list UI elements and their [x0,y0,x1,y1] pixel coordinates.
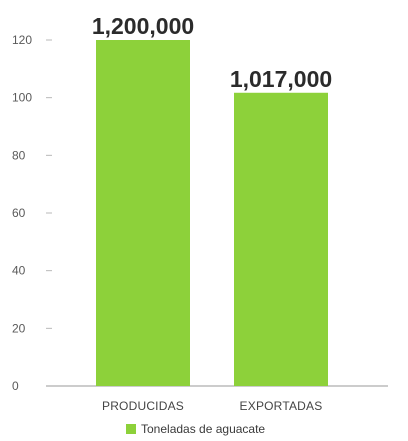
x-tick-label: EXPORTADAS [240,399,323,413]
data-label: 1,200,000 [92,13,194,39]
y-tick-label: 120 [12,33,32,47]
y-tick-label: 40 [12,264,26,278]
data-label: 1,017,000 [230,66,332,92]
bar [96,40,190,386]
y-tick-label: 20 [12,321,26,335]
y-tick-label: 80 [12,148,26,162]
legend-label: Toneladas de aguacate [141,422,265,436]
x-tick-label: PRODUCIDAS [102,399,184,413]
bar [234,92,328,386]
y-tick-label: 100 [12,91,32,105]
y-tick-label: 60 [12,206,26,220]
y-tick-label: 0 [12,379,19,393]
legend-swatch [126,424,136,434]
